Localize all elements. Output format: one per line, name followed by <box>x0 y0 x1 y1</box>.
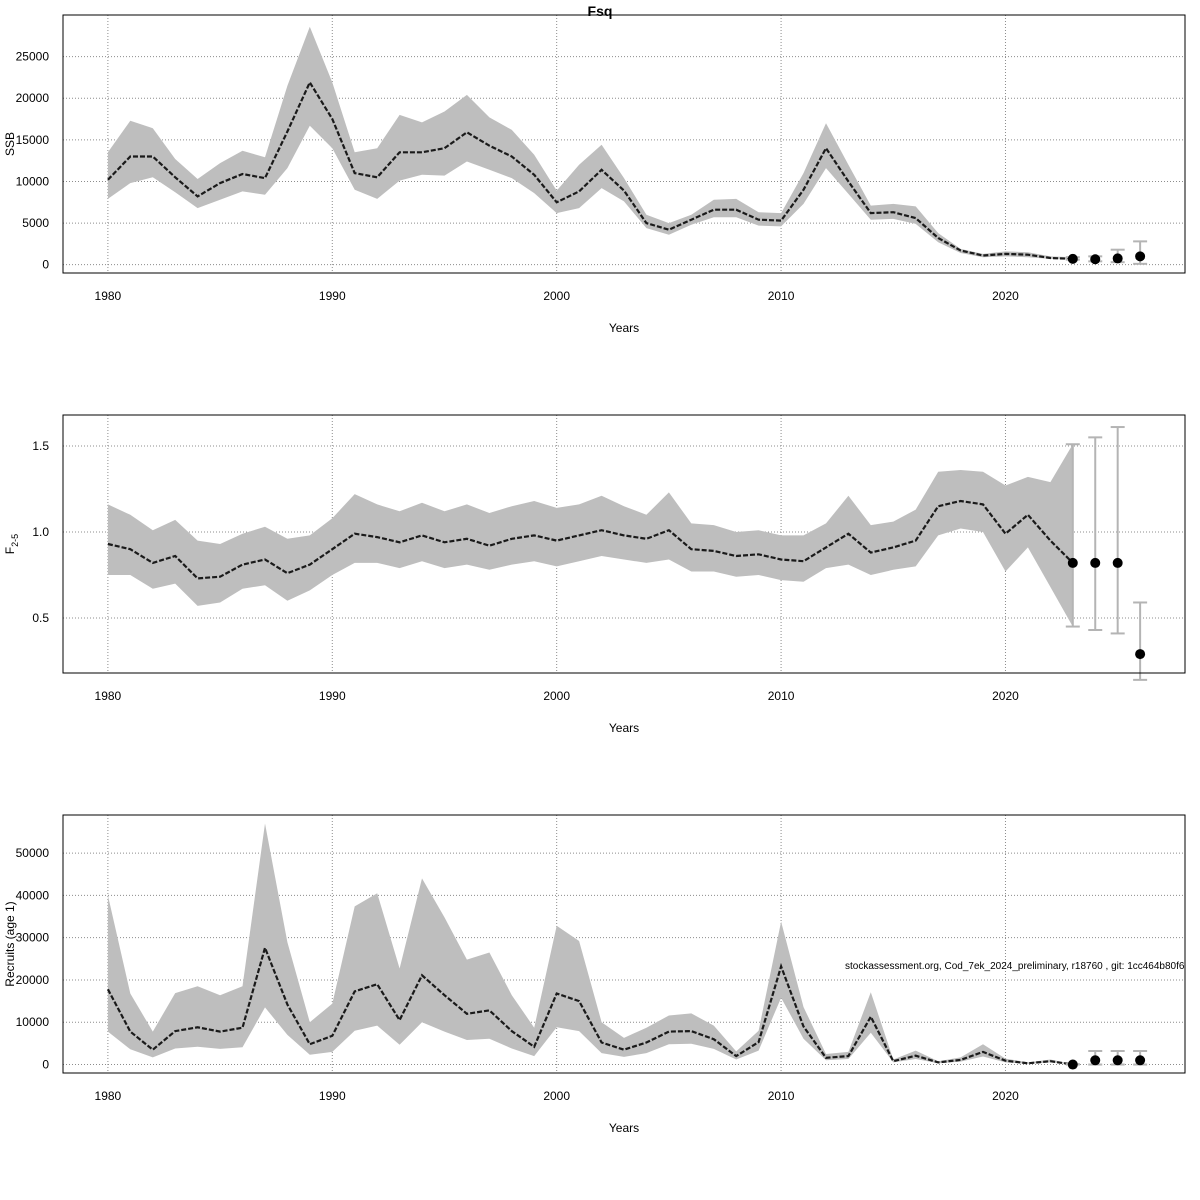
forecast-point <box>1135 1055 1146 1066</box>
chart-panel-2: 1980 1990 2000 2010 2020 0.5 1.0 1.5 Years F2-5 <box>3 414 1186 735</box>
forecast-point <box>1090 557 1101 568</box>
forecast-point <box>1112 1055 1123 1066</box>
x-tick-label: 1990 <box>319 1089 346 1103</box>
y-axis-label: Recruits (age 1) <box>3 901 17 986</box>
x-tick-label: 2000 <box>543 1089 570 1103</box>
y-tick-label: 0 <box>42 258 49 272</box>
y-tick-label: 1.5 <box>32 439 49 453</box>
x-tick-label: 2000 <box>543 289 570 303</box>
x-tick-label: 1980 <box>95 289 122 303</box>
y-axis-label-subscript: 2-5 <box>10 534 20 547</box>
forecast-point <box>1067 1059 1078 1070</box>
x-tick-label: 2010 <box>768 1089 795 1103</box>
y-tick-label: 25000 <box>16 50 50 64</box>
plot-frame <box>62 814 1186 1074</box>
confidence-band <box>107 26 1073 260</box>
estimate-line <box>107 499 1074 580</box>
forecast-point <box>1112 253 1123 264</box>
x-axis-label: Years <box>609 721 639 735</box>
x-tick-label: 2010 <box>768 289 795 303</box>
page-title: Fsq <box>588 3 613 19</box>
y-tick-label: 10000 <box>16 174 50 188</box>
forecast-point <box>1135 649 1146 660</box>
x-tick-label: 2010 <box>768 689 795 703</box>
forecast-point <box>1112 557 1123 568</box>
x-tick-label: 2000 <box>543 689 570 703</box>
footnote: stockassessment.org, Cod_7ek_2024_prelim… <box>845 961 1185 972</box>
forecast-point <box>1090 254 1101 265</box>
forecast-point <box>1135 251 1146 262</box>
estimate-line <box>106 944 1073 1066</box>
chart-panel-1: 1980 1990 2000 2010 2020 0 5000 10000 15000 20000… <box>3 14 1186 335</box>
y-axis-label: F2-5 <box>3 534 20 554</box>
x-tick-label: 1990 <box>319 689 346 703</box>
estimate-line <box>107 80 1073 260</box>
confidence-band <box>107 444 1073 627</box>
y-tick-label: 20000 <box>16 973 50 987</box>
y-tick-label: 0.5 <box>32 611 49 625</box>
forecast-point <box>1090 1055 1101 1066</box>
x-tick-label: 1980 <box>95 689 122 703</box>
x-tick-label: 2020 <box>992 1089 1019 1103</box>
forecast-point <box>1067 253 1078 264</box>
x-axis-label: Years <box>609 321 639 335</box>
y-axis-label: SSB <box>3 132 17 156</box>
confidence-band <box>107 823 1073 1065</box>
x-tick-label: 1990 <box>319 289 346 303</box>
y-tick-label: 5000 <box>22 216 49 230</box>
chart-panel-3: 1980 1990 2000 2010 2020 0 10000 20000 30000 4000… <box>3 814 1186 1135</box>
y-tick-label: 40000 <box>16 888 50 902</box>
x-tick-label: 2020 <box>992 689 1019 703</box>
y-tick-label: 15000 <box>16 133 50 147</box>
x-tick-label: 1980 <box>95 1089 122 1103</box>
y-tick-label: 30000 <box>16 931 50 945</box>
x-axis-label: Years <box>609 1121 639 1135</box>
forecast-point <box>1067 557 1078 568</box>
plot-frame <box>62 14 1186 274</box>
y-tick-label: 1.0 <box>32 525 49 539</box>
y-tick-label: 50000 <box>16 846 50 860</box>
y-tick-label: 20000 <box>16 91 50 105</box>
chart-panels: 1980 1990 2000 2010 202005000100001500020000… <box>3 14 1186 1135</box>
x-tick-label: 2020 <box>992 289 1019 303</box>
plot-frame <box>62 414 1186 674</box>
y-tick-label: 0 <box>42 1058 49 1072</box>
y-tick-label: 10000 <box>16 1015 50 1029</box>
